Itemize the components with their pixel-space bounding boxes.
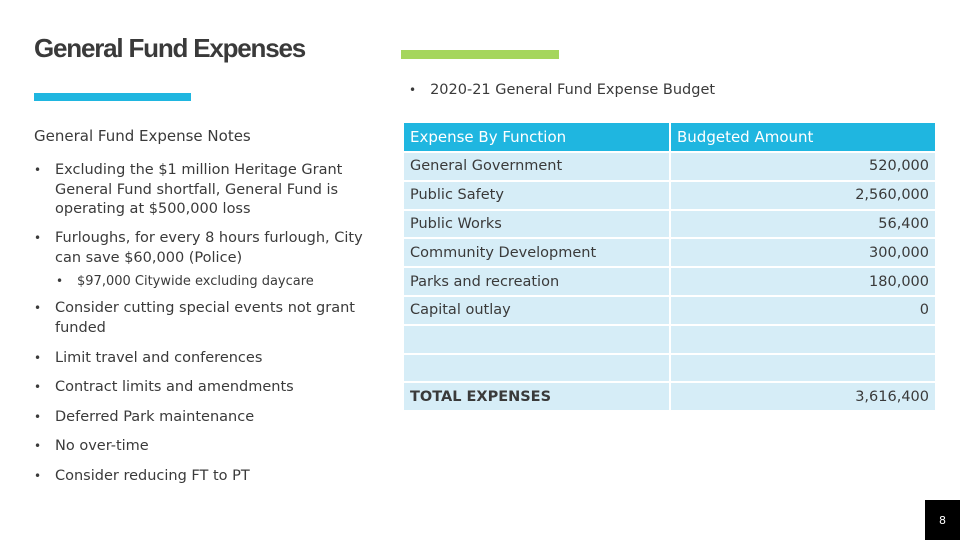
amount-cell: 2,560,000 bbox=[671, 179, 935, 209]
expense-table: Expense By Function Budgeted Amount Gene… bbox=[404, 123, 935, 411]
amount-cell bbox=[671, 323, 935, 353]
note-item: • Deferred Park maintenance bbox=[34, 408, 384, 428]
green-accent-bar bbox=[401, 50, 559, 59]
table-row-empty bbox=[404, 352, 935, 382]
total-amount-cell: 3,616,400 bbox=[671, 381, 935, 411]
note-item: • Consider reducing FT to PT bbox=[34, 467, 384, 487]
bullet-icon: • bbox=[409, 83, 417, 97]
function-cell: Public Works bbox=[404, 208, 671, 238]
budget-heading-text: 2020-21 General Fund Expense Budget bbox=[430, 82, 716, 98]
function-cell bbox=[404, 323, 671, 353]
slide-title: General Fund Expenses bbox=[34, 33, 306, 63]
amount-cell: 180,000 bbox=[671, 266, 935, 295]
bullet-icon: • bbox=[34, 469, 42, 483]
function-cell bbox=[404, 352, 671, 382]
page-number: 8 bbox=[925, 500, 960, 540]
note-item: • Contract limits and amendments bbox=[34, 378, 384, 398]
note-item: • Limit travel and conferences bbox=[34, 349, 384, 369]
bullet-icon: • bbox=[34, 439, 42, 453]
bullet-icon: • bbox=[34, 351, 42, 365]
note-item: • Consider cutting special events not gr… bbox=[34, 300, 355, 336]
table-row: Capital outlay 0 bbox=[404, 294, 935, 324]
bullet-icon: • bbox=[34, 231, 42, 245]
bullet-icon: • bbox=[34, 301, 42, 315]
table-row: Public Safety 2,560,000 bbox=[404, 179, 935, 209]
amount-cell: 520,000 bbox=[671, 151, 935, 180]
function-cell: Capital outlay bbox=[404, 294, 671, 324]
amount-cell: 300,000 bbox=[671, 237, 935, 267]
bullet-icon: • bbox=[56, 274, 64, 288]
bullet-icon: • bbox=[34, 380, 42, 394]
bullet-icon: • bbox=[34, 163, 42, 177]
table-row: Public Works 56,400 bbox=[404, 208, 935, 238]
function-cell: Public Safety bbox=[404, 179, 671, 209]
note-item: • Excluding the $1 million Heritage Gran… bbox=[34, 162, 343, 217]
table-row-empty bbox=[404, 323, 935, 353]
function-cell: Community Development bbox=[404, 237, 671, 267]
table-header-row: Expense By Function Budgeted Amount bbox=[404, 123, 935, 151]
table-row: Community Development 300,000 bbox=[404, 237, 935, 267]
budget-heading: • 2020-21 General Fund Expense Budget bbox=[409, 82, 715, 98]
table-row: Parks and recreation 180,000 bbox=[404, 266, 935, 295]
function-cell: Parks and recreation bbox=[404, 266, 671, 295]
note-sub-item: • $97,000 Citywide excluding daycare bbox=[56, 272, 376, 292]
notes-title: General Fund Expense Notes bbox=[34, 127, 251, 145]
function-cell: General Government bbox=[404, 151, 671, 180]
note-item: • No over-time bbox=[34, 437, 384, 457]
total-label-cell: TOTAL EXPENSES bbox=[404, 381, 671, 411]
header-expense-by-function: Expense By Function bbox=[404, 123, 671, 151]
amount-cell: 0 bbox=[671, 294, 935, 324]
table-total-row: TOTAL EXPENSES 3,616,400 bbox=[404, 381, 935, 411]
note-item: • Furloughs, for every 8 hours furlough,… bbox=[34, 230, 363, 266]
amount-cell: 56,400 bbox=[671, 208, 935, 238]
blue-accent-bar bbox=[34, 93, 191, 101]
table-row: General Government 520,000 bbox=[404, 151, 935, 180]
header-budgeted-amount: Budgeted Amount bbox=[671, 123, 935, 151]
amount-cell bbox=[671, 352, 935, 382]
bullet-icon: • bbox=[34, 410, 42, 424]
